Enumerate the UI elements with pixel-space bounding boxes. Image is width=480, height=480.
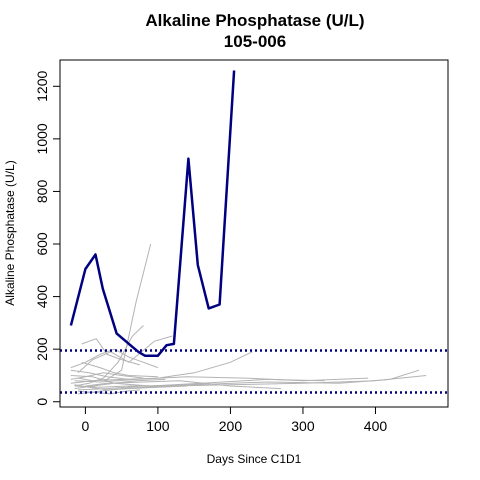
y-tick-label: 200 bbox=[34, 337, 50, 361]
x-axis: 0 100 200 300 400 bbox=[81, 407, 387, 434]
highlight-series-group bbox=[71, 71, 234, 356]
y-tick-label: 400 bbox=[34, 285, 50, 309]
background-series-line bbox=[71, 349, 158, 367]
x-tick-label: 300 bbox=[291, 418, 315, 434]
y-axis: 0 200 400 600 800 1000 1200 bbox=[34, 71, 60, 406]
y-tick-label: 600 bbox=[34, 232, 50, 256]
background-series-group bbox=[71, 244, 426, 394]
chart-title: Alkaline Phosphatase (U/L) bbox=[145, 11, 364, 30]
y-tick-label: 800 bbox=[34, 180, 50, 204]
y-tick-label: 1000 bbox=[34, 123, 50, 154]
x-tick-label: 400 bbox=[364, 418, 388, 434]
x-tick-label: 0 bbox=[81, 418, 89, 434]
plot-frame bbox=[60, 60, 448, 407]
highlight-series-line bbox=[71, 71, 234, 356]
y-tick-label: 0 bbox=[34, 398, 50, 406]
x-tick-label: 100 bbox=[146, 418, 170, 434]
y-axis-label: Alkaline Phosphatase (U/L) bbox=[3, 160, 17, 305]
x-axis-label: Days Since C1D1 bbox=[207, 452, 302, 466]
chart-subtitle: 105-006 bbox=[224, 32, 286, 51]
y-tick-label: 1200 bbox=[34, 71, 50, 102]
x-tick-label: 200 bbox=[219, 418, 243, 434]
